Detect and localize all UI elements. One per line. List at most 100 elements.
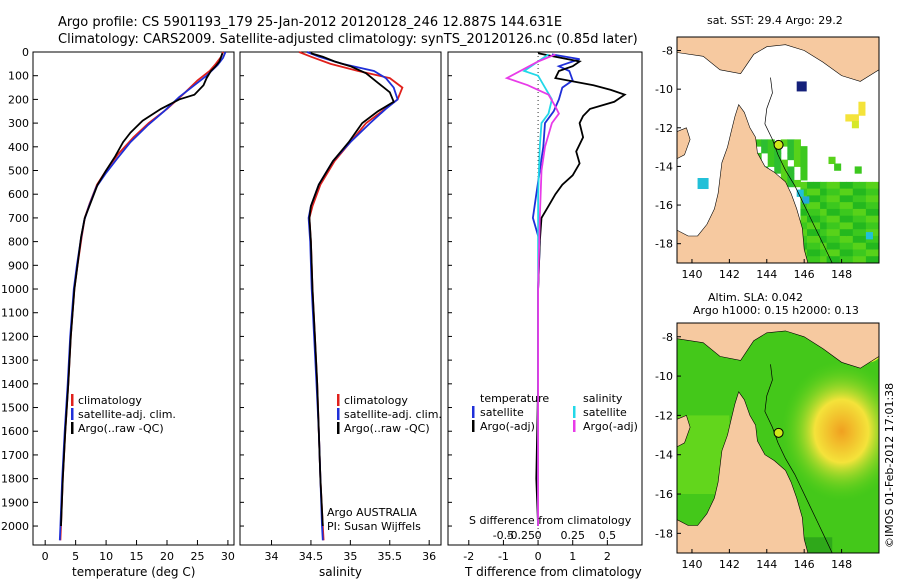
sal-line-argo-raw-qc-: [308, 52, 395, 527]
sst-sst-cell: [858, 101, 866, 109]
sst-sst-cell: [852, 181, 860, 190]
sst-sst-cell: [859, 256, 867, 263]
sst-sst-cell: [839, 202, 847, 210]
sst-sst-cell: [780, 159, 788, 167]
sst-sst-cell: [879, 195, 886, 202]
sla-ytick-label: -18: [655, 527, 673, 540]
temp-ytick-label: 1600: [1, 425, 29, 438]
sla-map-panel: 140 142 144 146 148 -8 -10 -12 -14 -16 -18: [655, 322, 880, 571]
sst-sst-cell: [872, 222, 879, 230]
sst-sst-cell: [833, 222, 841, 230]
sst-sst-cell: [865, 208, 873, 217]
temp-line-argo-raw-qc-: [60, 52, 224, 527]
sst-sst-cell: [872, 235, 879, 244]
sst-sst-cell: [872, 195, 879, 203]
diff-xlabel: T difference from climatology: [464, 565, 642, 579]
sst-sst-cell: [826, 215, 834, 223]
sst-sst-cell: [800, 152, 808, 161]
sst-sst-cell: [859, 188, 867, 196]
sst-sst-cell: [839, 249, 847, 257]
sst-sst-cell: [833, 256, 841, 263]
sla-map-title-1: Altim. SLA: 0.042: [708, 291, 803, 304]
sst-sst-cell: [879, 229, 886, 236]
temp-xtick-label: 10: [99, 550, 113, 563]
sst-sst-cell: [879, 222, 886, 229]
sst-sst-cell: [846, 242, 854, 250]
sst-sst-cell: [813, 249, 821, 257]
sst-sst-cell: [800, 202, 808, 210]
sst-sst-cell: [865, 256, 873, 263]
sst-sst-cell: [800, 215, 808, 223]
sst-sst-cell: [852, 202, 860, 210]
sst-sst-cell: [813, 195, 821, 203]
sst-sst-cell: [806, 229, 815, 237]
sst-sst-cell: [865, 181, 873, 190]
sst-shelf-contour: [764, 77, 833, 263]
sla-land-1: [677, 391, 809, 553]
sst-sst-cell: [813, 242, 821, 250]
temperature-panel: 0100200300400500600700800900100011001200…: [1, 46, 235, 563]
temp-ytick-label: 300: [8, 117, 29, 130]
sst-map-title: sat. SST: 29.4 Argo: 29.2: [707, 14, 843, 27]
sst-sst-cell: [780, 139, 788, 147]
sst-sst-cell: [834, 163, 842, 171]
sst-sst-cell: [774, 166, 782, 174]
sst-sst-cell: [839, 188, 847, 196]
sst-sst-cell: [813, 235, 821, 244]
sal-legend-satellite: satellite-adj. clim.: [344, 408, 442, 421]
sst-sst-cell: [806, 249, 815, 257]
sst-land-2: [677, 127, 691, 160]
sst-sst-cell: [833, 215, 841, 223]
sal-xtick-label: 34.5: [299, 550, 324, 563]
sst-sst-cell: [813, 222, 821, 230]
sst-sst-cell: [846, 235, 854, 244]
sst-sst-cell: [833, 249, 841, 257]
sst-sst-cell: [806, 181, 815, 190]
sst-sst-cell: [833, 202, 841, 210]
sst-sst-cell: [806, 242, 815, 250]
sst-sst-cell: [806, 202, 815, 210]
sst-sst-cell: [852, 222, 860, 230]
sst-sst-cell: [761, 146, 769, 154]
sst-sst-cell: [859, 249, 867, 257]
diff-t-tick-label: 1: [569, 550, 576, 563]
temp-ytick-label: 1300: [1, 354, 29, 367]
sst-sst-cell: [865, 242, 873, 250]
sst-sst-cell: [846, 229, 854, 237]
sla-ytick-label: -16: [655, 488, 673, 501]
sst-sst-cell: [872, 256, 879, 263]
sst-sst-cell: [859, 235, 867, 244]
sla-shelf-contour: [764, 364, 833, 553]
diff-s-tick-label: 0.5: [599, 529, 617, 542]
sst-sst-cell: [865, 215, 873, 223]
sst-sst-cell: [820, 249, 828, 257]
sst-sst-cell: [852, 256, 860, 263]
sst-sst-cell: [813, 256, 821, 263]
temp-ytick-label: 700: [8, 212, 29, 225]
sst-sst-cell: [796, 189, 804, 197]
temp-ytick-label: 100: [8, 70, 29, 83]
sst-sst-cell: [820, 256, 828, 263]
temp-ytick-label: 1500: [1, 402, 29, 415]
sst-sst-cell: [774, 159, 782, 167]
diff-s-legend-swatch: [573, 420, 576, 432]
sst-sst-cell: [846, 215, 854, 223]
sst-sst-cell: [846, 208, 854, 217]
sla-ytick-label: -14: [655, 449, 673, 462]
temp-ytick-label: 200: [8, 93, 29, 106]
sst-sst-cell: [839, 215, 847, 223]
diff-legend-t-argo: Argo(-adj): [480, 420, 535, 433]
temp-ytick-label: 0: [22, 46, 29, 59]
sst-sst-cell: [865, 222, 873, 230]
sst-sst-cell: [767, 159, 775, 167]
sst-sst-cell: [852, 249, 860, 257]
sla-xtick-label: 146: [794, 558, 815, 571]
sst-sst-cell: [820, 242, 828, 250]
sst-sst-cell: [820, 181, 828, 190]
sst-sst-cell: [833, 181, 841, 190]
sst-sst-cell: [800, 181, 808, 190]
sst-sst-cell: [802, 196, 810, 204]
sst-sst-cell: [879, 202, 886, 209]
sst-sst-cell: [851, 121, 859, 129]
sst-sst-cell: [767, 139, 775, 147]
